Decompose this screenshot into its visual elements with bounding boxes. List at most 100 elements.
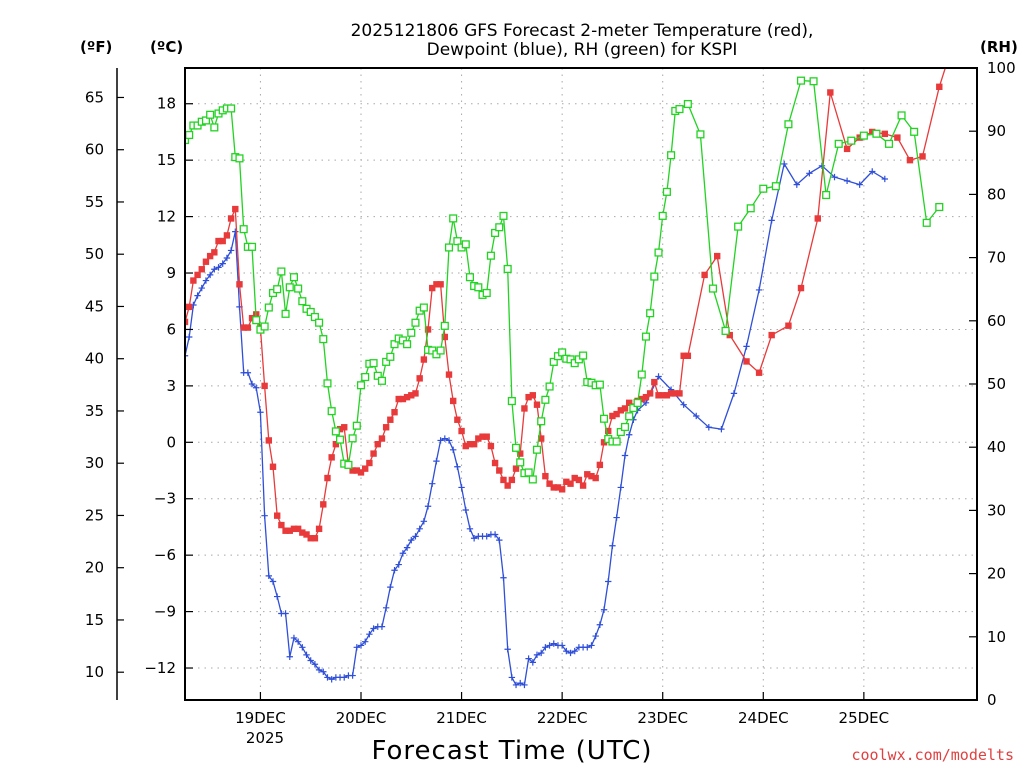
dewpoint-point	[290, 634, 298, 642]
rh-point	[449, 214, 458, 223]
series-layer	[185, 68, 946, 689]
dewpoint-point	[185, 352, 189, 359]
dewpoint-point	[357, 642, 365, 649]
temperature-point	[797, 284, 805, 292]
dewpoint-point	[253, 384, 260, 391]
rh-point	[658, 211, 667, 220]
rh-point	[465, 273, 475, 282]
temperature-point	[370, 450, 377, 457]
rh-point	[206, 110, 215, 119]
dewpoint-point	[232, 228, 239, 235]
temperature-point	[487, 442, 495, 450]
rh-point	[356, 381, 366, 390]
temperature-point	[651, 378, 658, 386]
temperature-point	[261, 382, 268, 390]
temperature-point	[449, 397, 457, 405]
rh-point	[650, 272, 659, 281]
rh-point	[662, 187, 671, 196]
rh-point	[407, 328, 416, 337]
rh-tick-group: 0 10 20 30 40 50 60 70 80 90 100	[969, 59, 1016, 709]
temperature-point	[642, 393, 650, 401]
temperature-point	[202, 258, 210, 265]
rh-point	[235, 154, 244, 163]
dewpoint-point	[462, 506, 469, 514]
fahrenheit-tick-label: 30	[85, 454, 104, 472]
x-tick-label: 25DEC	[839, 709, 890, 727]
dewpoint-point	[198, 284, 205, 292]
temperature-point	[357, 469, 365, 476]
dewpoint-point	[546, 642, 553, 649]
temperature-point	[517, 450, 524, 457]
temperature-point	[483, 433, 490, 440]
fahrenheit-tick-group: 10 15 20 25 30 35 40 45 50 55 60 65	[85, 88, 124, 681]
dewpoint-point	[500, 574, 507, 581]
rh-point	[403, 340, 412, 349]
fahrenheit-tick-label: 55	[85, 193, 104, 211]
rh-point	[382, 357, 391, 366]
temperature-point	[827, 89, 834, 96]
temperature-point	[223, 232, 231, 239]
dewpoint-point	[491, 531, 499, 538]
celsius-tick-label: 0	[166, 433, 176, 451]
rh-point	[306, 307, 315, 317]
rh-point	[419, 303, 428, 312]
rh-point	[390, 340, 399, 349]
celsius-tick-label: −9	[154, 603, 176, 621]
source-credit: coolwx.com/modelts	[851, 746, 1014, 764]
dewpoint-point	[454, 463, 461, 470]
dewpoint-point	[625, 431, 633, 438]
dewpoint-point	[693, 412, 700, 420]
temperature-point	[282, 527, 289, 534]
dewpoint-point	[286, 653, 293, 660]
rh-point	[323, 379, 332, 388]
fahrenheit-tick-label: 60	[85, 141, 104, 159]
temperature-point	[248, 314, 256, 322]
temperature-point	[466, 440, 474, 448]
temperature-point	[341, 424, 348, 431]
temperature-point	[768, 331, 775, 339]
rh-point	[528, 475, 537, 484]
dewpoint-point	[596, 621, 604, 628]
temperature-point	[429, 284, 436, 292]
rh-point	[511, 443, 521, 452]
rh-point	[373, 371, 382, 380]
rh-point	[675, 105, 684, 114]
rh-point	[486, 251, 495, 260]
rh-point	[436, 346, 445, 355]
temperature-point	[311, 535, 319, 542]
rh-point	[377, 376, 387, 385]
temperature-point	[843, 145, 851, 153]
rh-point	[910, 127, 919, 136]
temperature-point	[542, 472, 549, 480]
dewpoint-point	[466, 525, 474, 533]
rh-point	[273, 285, 282, 294]
rh-tick-label: 30	[987, 501, 1006, 519]
dewpoint-point	[533, 651, 541, 659]
temperature-point	[387, 416, 394, 423]
rh-point	[654, 248, 663, 257]
rh-point	[239, 225, 248, 234]
temperature-point	[563, 478, 570, 486]
dewpoint-point	[470, 535, 478, 542]
rh-point	[503, 264, 512, 274]
dewpoint-point	[542, 644, 549, 651]
rh-point	[227, 104, 236, 113]
temperature-point	[554, 484, 562, 491]
rh-point	[315, 318, 324, 327]
fahrenheit-tick-label: 45	[85, 297, 104, 315]
dewpoint-point	[718, 425, 725, 433]
dewpoint-point	[408, 536, 415, 544]
fahrenheit-tick-label: 20	[85, 559, 104, 577]
rh-point	[809, 77, 818, 86]
temperature-point	[445, 371, 453, 378]
temperature-point	[726, 331, 733, 339]
dewpoint-point	[592, 632, 599, 640]
grid-lines	[185, 68, 977, 700]
temperature-point	[571, 474, 578, 482]
temperature-point	[584, 471, 591, 478]
celsius-tick-label: −3	[154, 490, 176, 508]
rh-point	[201, 116, 211, 125]
chart-title-line-1: 2025121806 GFS Forecast 2-meter Temperat…	[351, 21, 814, 41]
rh-point	[327, 407, 336, 416]
temperature-point	[684, 352, 692, 359]
